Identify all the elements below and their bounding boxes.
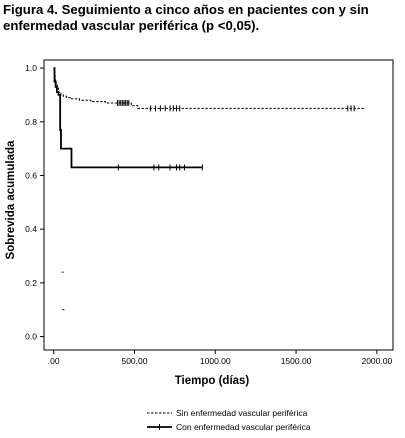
stray-mark: [61, 271, 64, 273]
y-tick-label: 0.6: [25, 170, 37, 180]
y-tick-label: 1.0: [25, 63, 37, 73]
y-tick-label: 0.8: [25, 117, 37, 127]
stray-mark: [62, 309, 65, 311]
x-tick-label: 2000.00: [361, 356, 392, 366]
y-tick-label: 0.0: [25, 332, 37, 342]
legend: Sin enfermedad vascular periférica Con en…: [147, 408, 311, 432]
y-tick-label: 0.2: [25, 278, 37, 288]
plot-frame: [43, 59, 394, 351]
x-tick-label: .00: [48, 356, 60, 366]
x-tick-label: 500.00: [121, 356, 147, 366]
series-layer: [53, 67, 364, 311]
series-line-con-evp: [53, 67, 203, 169]
y-axis-title: Sobrevida acumulada: [5, 140, 17, 259]
y-tick-label: 0.4: [25, 224, 37, 234]
x-tick-label: 1500.00: [281, 356, 312, 366]
legend-item-sin-evp: Sin enfermedad vascular periférica: [176, 408, 308, 418]
legend-item-con-evp: Con enfermedad vascular periférica: [176, 422, 311, 432]
y-axis: 0.0 0.2 0.4 0.6 0.8 1.0: [25, 63, 44, 342]
x-axis: .00 500.00 1000.00 1500.00 2000.00: [48, 350, 392, 366]
x-axis-title: Tiempo (días): [175, 375, 250, 387]
x-tick-label: 1000.00: [200, 356, 231, 366]
series-line-sin-evp: [53, 67, 364, 109]
figure-caption: Figura 4. Seguimiento a cinco años en pa…: [3, 2, 369, 33]
